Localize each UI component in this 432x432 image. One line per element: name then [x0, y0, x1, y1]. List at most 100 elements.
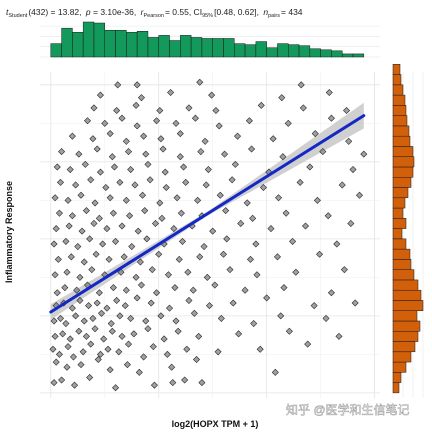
- data-point: [133, 294, 141, 302]
- data-point: [340, 266, 348, 274]
- data-point: [92, 250, 100, 258]
- data-point: [132, 101, 140, 109]
- top-hist-bar: [115, 29, 127, 58]
- data-point: [56, 314, 65, 322]
- data-point: [164, 271, 172, 279]
- right-hist-bar: [392, 300, 424, 311]
- data-point: [58, 376, 66, 384]
- data-point: [338, 181, 346, 189]
- data-point: [133, 81, 141, 89]
- data-point: [223, 235, 231, 243]
- right-hist-bar: [392, 197, 406, 209]
- data-point: [68, 304, 76, 312]
- top-hist-bar: [244, 44, 257, 58]
- data-point: [77, 191, 85, 199]
- data-point: [58, 148, 66, 156]
- data-point: [82, 207, 90, 215]
- data-point: [51, 194, 59, 202]
- data-point: [75, 327, 83, 335]
- data-point: [171, 284, 179, 292]
- right-hist-bar: [392, 372, 402, 383]
- data-point: [133, 122, 141, 130]
- data-point: [196, 78, 204, 86]
- top-hist-bar: [190, 37, 203, 58]
- n-sub: pairs: [268, 13, 280, 19]
- data-point: [102, 183, 110, 192]
- data-point: [97, 309, 106, 317]
- data-point: [202, 181, 210, 189]
- data-point: [87, 176, 95, 184]
- data-point: [246, 255, 255, 263]
- right-hist-bar: [392, 156, 415, 168]
- data-point: [155, 250, 163, 258]
- data-point: [204, 166, 212, 174]
- n-value: = 434: [281, 7, 303, 17]
- data-point: [74, 243, 82, 251]
- top-hist-bar: [147, 37, 159, 58]
- data-point: [257, 101, 265, 109]
- top-hist-bar: [50, 43, 62, 58]
- data-point: [99, 240, 107, 248]
- data-point: [229, 299, 237, 307]
- data-point: [113, 106, 121, 115]
- data-point: [132, 273, 140, 281]
- top-hist-bar: [72, 32, 84, 58]
- data-point: [249, 214, 257, 222]
- data-point: [172, 119, 180, 127]
- data-point: [176, 130, 184, 138]
- data-point: [150, 381, 158, 389]
- data-point: [201, 137, 209, 145]
- data-point: [139, 191, 147, 199]
- data-point: [140, 132, 148, 140]
- data-point: [237, 219, 245, 227]
- top-hist-bar: [255, 41, 267, 58]
- data-point: [83, 117, 92, 125]
- data-point: [304, 340, 312, 348]
- right-hist-bar: [392, 105, 407, 116]
- t-sub: Student: [8, 13, 27, 19]
- t-label: t: [6, 7, 9, 17]
- data-point: [181, 376, 189, 384]
- n-label: n: [263, 7, 268, 17]
- data-point: [151, 219, 160, 227]
- right-histogram: [392, 64, 424, 398]
- right-hist-bar: [392, 64, 401, 75]
- data-point: [195, 332, 203, 340]
- data-point: [269, 135, 277, 143]
- data-point: [124, 148, 133, 156]
- data-point: [131, 181, 139, 189]
- top-hist-bar: [288, 44, 300, 58]
- data-point: [109, 209, 117, 217]
- data-point: [174, 327, 182, 335]
- data-point: [233, 132, 242, 140]
- p-label: p: [85, 7, 91, 17]
- data-point: [349, 166, 357, 174]
- right-hist-bar: [392, 125, 410, 137]
- plot-background: [40, 72, 380, 398]
- top-hist-bar: [61, 27, 73, 58]
- data-point: [73, 286, 81, 294]
- data-point: [96, 91, 104, 99]
- right-hist-bar: [392, 289, 422, 301]
- data-point: [79, 348, 87, 356]
- data-point: [273, 253, 281, 261]
- data-point: [253, 271, 261, 279]
- data-point: [248, 145, 256, 153]
- data-point: [68, 132, 76, 140]
- data-point: [158, 214, 166, 222]
- data-point: [105, 255, 113, 263]
- data-point: [184, 268, 192, 276]
- data-point: [190, 309, 198, 317]
- data-point: [78, 227, 86, 235]
- data-point: [122, 196, 130, 204]
- data-point: [53, 163, 61, 171]
- data-point: [231, 160, 239, 168]
- data-point: [221, 150, 229, 158]
- top-hist-bar: [201, 38, 213, 58]
- data-point: [351, 299, 359, 307]
- data-point: [81, 160, 89, 168]
- confidence-band: [50, 102, 364, 320]
- data-point: [259, 183, 267, 192]
- data-point: [112, 384, 120, 392]
